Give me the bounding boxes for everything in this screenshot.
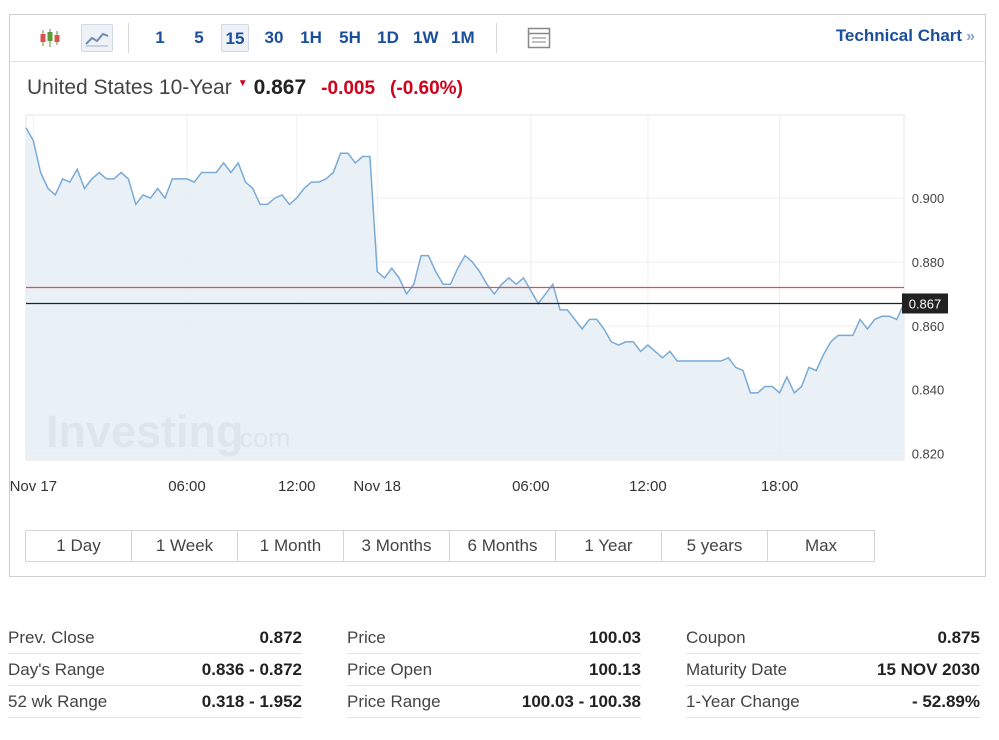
interval-1m[interactable]: 1M	[451, 28, 475, 47]
stat-value: 0.872	[259, 627, 302, 647]
time-range-selector: 1 Day 1 Week 1 Month 3 Months 6 Months 1 Year…	[25, 530, 875, 562]
toolbar-divider	[128, 23, 129, 53]
stat-label: Maturity Date	[686, 659, 788, 679]
stat-row: 52 wk Range 0.318 - 1.952	[8, 686, 302, 718]
series-line	[25, 127, 905, 395]
stat-row: Price Range 100.03 - 100.38	[347, 686, 641, 718]
stat-label: Coupon	[686, 627, 746, 647]
stats-column: Prev. Close 0.872 Day's Range 0.836 - 0.872…	[8, 622, 302, 718]
range-5-years[interactable]: 5 years	[662, 531, 768, 561]
stat-value: 100.03	[589, 627, 641, 647]
y-tick-label: 0.900	[912, 191, 945, 206]
price-chart[interactable]: Investing.com0.9000.8800.8600.8400.8200.…	[10, 15, 985, 515]
stat-row: Maturity Date 15 NOV 2030	[686, 654, 980, 686]
range-max[interactable]: Max	[804, 536, 838, 555]
price-change: -0.005	[321, 78, 376, 99]
stat-value: 0.875	[937, 627, 980, 647]
interval-1[interactable]: 1	[155, 28, 165, 47]
last-price-badge-label: 0.867	[909, 296, 942, 311]
stats-column: Coupon 0.875 Maturity Date 15 NOV 2030 1-Yea…	[686, 622, 980, 718]
stat-label: Price Range	[347, 691, 441, 711]
last-price-badge	[902, 293, 948, 314]
technical-chart-link[interactable]: Technical Chart»	[836, 26, 975, 46]
interval-30[interactable]: 30	[264, 28, 284, 47]
y-tick-label: 0.860	[912, 319, 945, 334]
stat-value: - 52.89%	[911, 691, 980, 711]
series-area	[26, 127, 904, 461]
range-1-day[interactable]: 1 Day	[26, 531, 132, 561]
range-1-week[interactable]: 1 Week	[132, 531, 238, 561]
stats-column: Price 100.03 Price Open 100.13 Price Range 10…	[347, 622, 641, 718]
interval-1h[interactable]: 1H	[300, 28, 322, 47]
chart-panel: 1 5 15 30 1H 5H 1D 1W 1M Technical Chart» United…	[9, 14, 986, 577]
line-chart-icon[interactable]	[81, 24, 113, 52]
y-tick-label: 0.820	[912, 447, 945, 462]
technical-chart-label: Technical Chart	[835, 26, 963, 45]
candlestick-icon[interactable]	[35, 24, 65, 52]
interval-15[interactable]: 15	[221, 24, 249, 52]
stat-value: 100.13	[589, 659, 641, 679]
stat-label: 52 wk Range	[8, 691, 108, 711]
interval-5h[interactable]: 5H	[339, 28, 361, 47]
stat-row: 1-Year Change - 52.89%	[686, 686, 980, 718]
stat-label: Prev. Close	[8, 627, 95, 647]
stat-row: Price Open 100.13	[347, 654, 641, 686]
interval-1d[interactable]: 1D	[377, 28, 399, 47]
stat-value: 15 NOV 2030	[876, 659, 980, 679]
x-tick-label: Nov 18	[353, 478, 401, 495]
stat-label: Price	[347, 627, 386, 647]
x-tick-label: 18:00	[761, 478, 799, 495]
x-tick-label: 12:00	[629, 478, 667, 495]
stat-row: Day's Range 0.836 - 0.872	[8, 654, 302, 686]
y-tick-label: 0.880	[912, 255, 945, 270]
stat-value: 0.318 - 1.952	[201, 691, 302, 711]
table-view-icon[interactable]	[524, 24, 554, 52]
stat-row: Coupon 0.875	[686, 622, 980, 654]
x-tick-label: 06:00	[512, 478, 550, 495]
stat-label: Day's Range	[8, 659, 105, 679]
stat-row: Price 100.03	[347, 622, 641, 654]
last-price: 0.867	[253, 76, 307, 99]
x-tick-label: 12:00	[278, 478, 316, 495]
price-change-percent: (-0.60%)	[390, 78, 463, 99]
stat-value: 100.03 - 100.38	[521, 691, 641, 711]
toolbar-divider	[496, 23, 497, 53]
stat-label: Price Open	[347, 659, 433, 679]
quote-header: United States 10-Year ▼ 0.867 -0.005 (-0…	[27, 76, 463, 106]
range-3-months[interactable]: 3 Months	[344, 531, 450, 561]
interval-5[interactable]: 5	[194, 28, 204, 47]
double-chevron-right-icon: »	[966, 28, 975, 45]
stat-value: 0.836 - 0.872	[201, 659, 302, 679]
interval-1w[interactable]: 1W	[413, 28, 439, 47]
instrument-name: United States 10-Year	[27, 76, 232, 99]
range-1-month[interactable]: 1 Month	[238, 531, 344, 561]
y-tick-label: 0.840	[912, 383, 945, 398]
stat-row: Prev. Close 0.872	[8, 622, 302, 654]
range-1-year[interactable]: 1 Year	[556, 531, 662, 561]
x-tick-label: 06:00	[168, 478, 206, 495]
chart-toolbar: 1 5 15 30 1H 5H 1D 1W 1M Technical Chart»	[10, 15, 985, 62]
x-tick-label: Nov 17	[10, 478, 57, 495]
down-arrow-icon: ▼	[237, 78, 248, 89]
range-6-months[interactable]: 6 Months	[450, 531, 556, 561]
stat-label: 1-Year Change	[686, 691, 800, 711]
